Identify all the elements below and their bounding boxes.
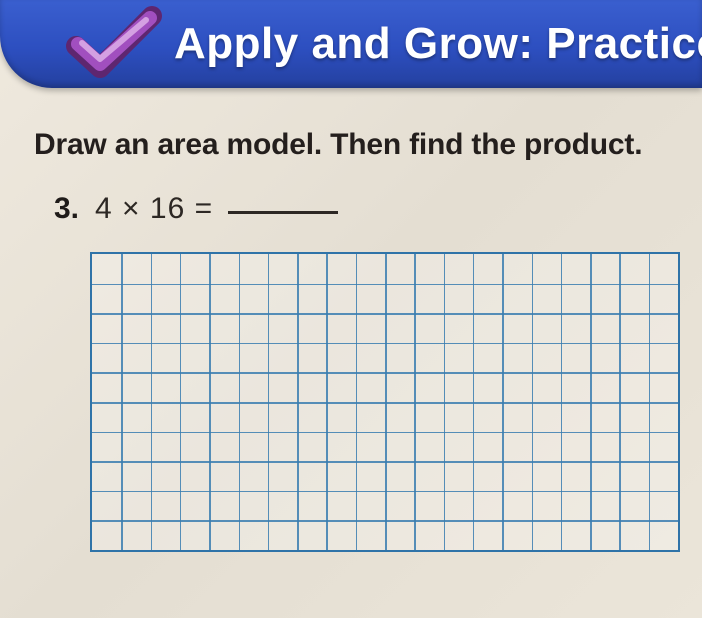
instruction-text: Draw an area model. Then find the produc… <box>34 128 672 162</box>
section-header-bar: Apply and Grow: Practice <box>0 0 702 88</box>
page-content: Draw an area model. Then find the produc… <box>0 88 702 552</box>
problem-expression: 4 × 16 = <box>95 192 338 226</box>
answer-blank[interactable] <box>228 211 338 214</box>
checkmark-icon <box>62 6 162 82</box>
problem-row: 3. 4 × 16 = <box>34 192 672 226</box>
problem-number: 3. <box>54 192 79 226</box>
area-model-grid[interactable] <box>90 252 680 552</box>
expression-text: 4 × 16 = <box>95 192 213 225</box>
section-title: Apply and Grow: Practice <box>174 19 702 69</box>
